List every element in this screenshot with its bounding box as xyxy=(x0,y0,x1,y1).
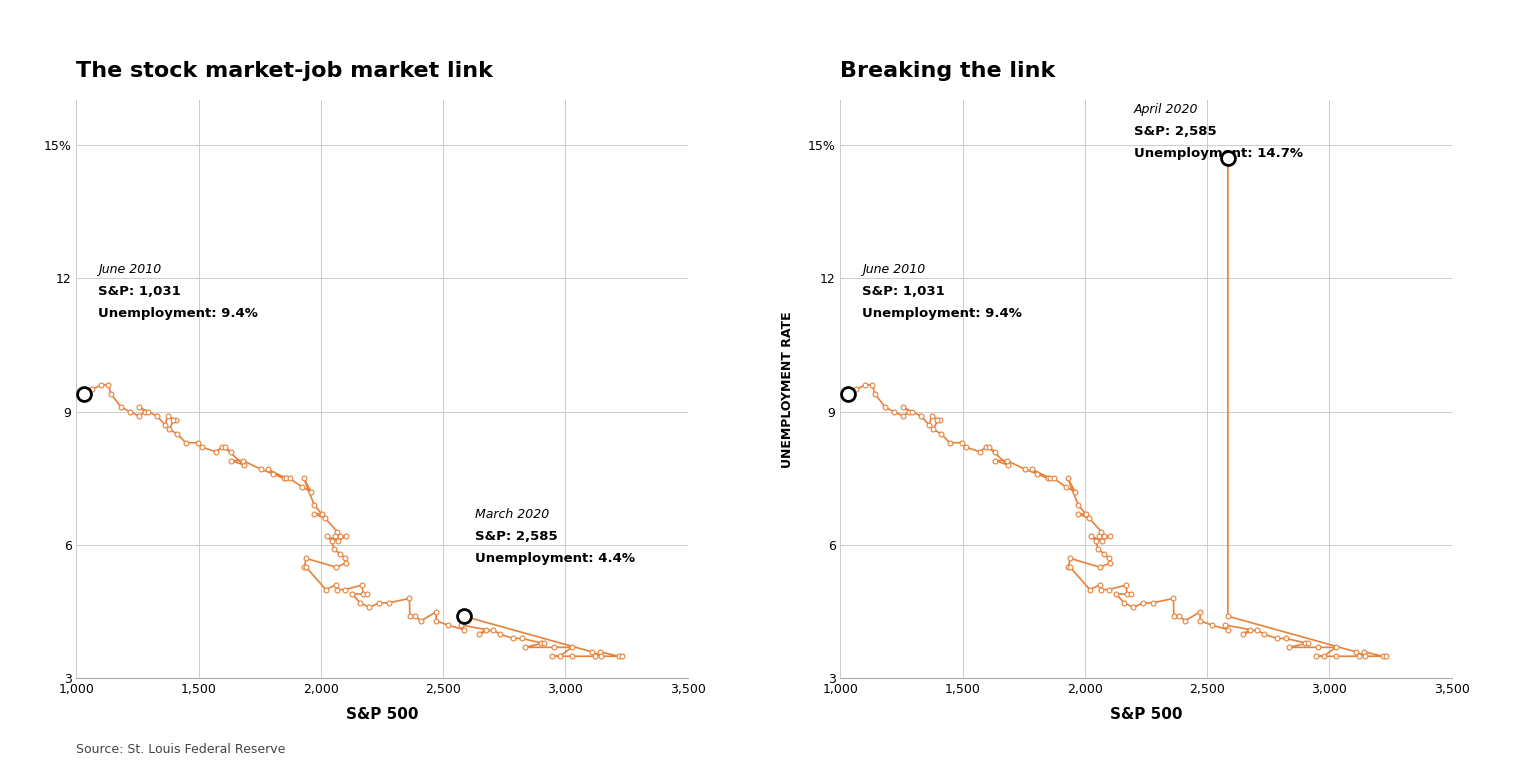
Text: S&P: 1,031: S&P: 1,031 xyxy=(98,285,182,298)
Text: Unemployment: 9.4%: Unemployment: 9.4% xyxy=(862,308,1022,321)
Text: Breaking the link: Breaking the link xyxy=(840,61,1056,81)
Text: June 2010: June 2010 xyxy=(98,263,162,276)
X-axis label: S&P 500: S&P 500 xyxy=(1109,708,1183,722)
Text: April 2020: April 2020 xyxy=(1134,103,1198,116)
Text: S&P: 1,031: S&P: 1,031 xyxy=(862,285,946,298)
Text: The stock market-job market link: The stock market-job market link xyxy=(76,61,494,81)
Text: March 2020: March 2020 xyxy=(475,507,549,520)
Text: Unemployment: 4.4%: Unemployment: 4.4% xyxy=(475,552,636,565)
Text: Unemployment: 14.7%: Unemployment: 14.7% xyxy=(1134,147,1303,160)
Text: June 2010: June 2010 xyxy=(862,263,926,276)
Text: Unemployment: 9.4%: Unemployment: 9.4% xyxy=(98,308,258,321)
X-axis label: S&P 500: S&P 500 xyxy=(345,708,419,722)
Y-axis label: UNEMPLOYMENT RATE: UNEMPLOYMENT RATE xyxy=(781,311,793,468)
Text: Source: St. Louis Federal Reserve: Source: St. Louis Federal Reserve xyxy=(76,742,286,756)
Text: S&P: 2,585: S&P: 2,585 xyxy=(1134,125,1216,138)
Text: S&P: 2,585: S&P: 2,585 xyxy=(475,530,558,543)
